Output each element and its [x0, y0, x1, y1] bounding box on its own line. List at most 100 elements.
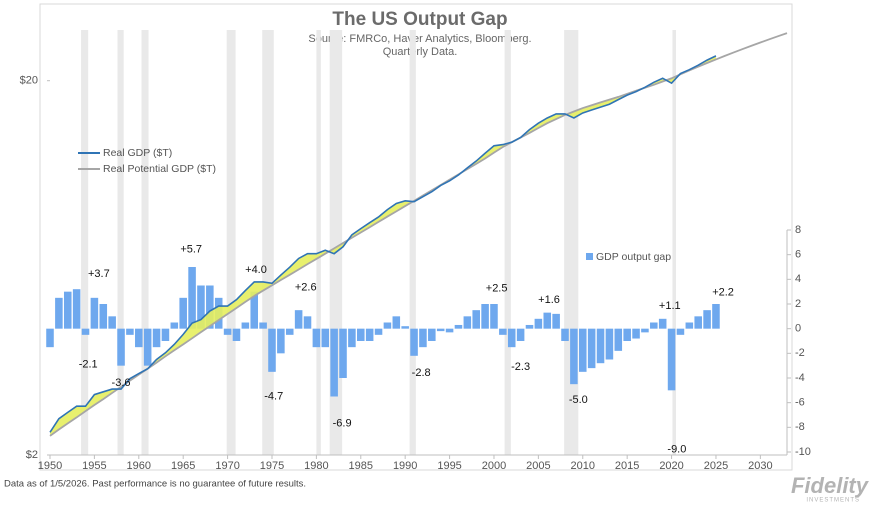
gap-bar: [516, 328, 525, 341]
gap-bar: [658, 318, 667, 329]
gap-bar: [223, 328, 232, 335]
gap-bar: [285, 328, 294, 335]
gap-bar: [454, 324, 463, 329]
x-tick-label: 2005: [526, 460, 550, 472]
x-tick-label: 1955: [82, 460, 106, 472]
legend-label: Real Potential GDP ($T): [103, 163, 216, 175]
gap-bar: [179, 297, 187, 329]
gap-bar: [99, 304, 108, 329]
gap-bar: [543, 312, 552, 329]
gap-bar: [259, 322, 267, 329]
x-tick-label: 1975: [260, 460, 284, 472]
gap-bar: [712, 304, 720, 329]
gap-bar: [170, 322, 179, 329]
shaded-period: [564, 30, 579, 455]
gap-bar: [632, 328, 640, 339]
gap-bar: [152, 328, 161, 348]
gap-bar: [232, 328, 241, 341]
annotation: +3.7: [88, 268, 110, 280]
y-tick-label: $2: [26, 449, 38, 461]
x-tick-label: 1965: [171, 460, 195, 472]
gap-bar: [206, 285, 214, 329]
gap-bar: [126, 328, 134, 335]
annotation: +5.7: [180, 243, 202, 255]
gap-bar: [676, 328, 685, 335]
gap-bar: [250, 291, 259, 329]
gap-bar: [525, 324, 534, 329]
gap-bar: [490, 304, 498, 329]
annotation: +2.5: [486, 283, 508, 295]
gap-bar: [321, 328, 330, 348]
x-tick-label: 1985: [349, 460, 373, 472]
legend-swatch: [586, 253, 593, 260]
gap-bar: [436, 328, 445, 332]
gap-bar: [312, 328, 321, 348]
gap-bar: [55, 297, 63, 329]
shaded-period: [316, 30, 321, 455]
shaded-period: [504, 30, 511, 455]
gap-bar: [81, 328, 90, 335]
gap-bar: [392, 316, 401, 329]
y2-tick-label: 2: [795, 298, 801, 310]
gap-bar: [481, 304, 489, 329]
legend-label: GDP output gap: [596, 251, 671, 263]
legend-label: Real GDP ($T): [103, 147, 172, 159]
x-tick-label: 1970: [215, 460, 239, 472]
gap-bar: [507, 328, 516, 348]
gap-area: [50, 55, 716, 436]
gap-bar: [197, 285, 205, 329]
gdp-line: [49, 55, 717, 433]
x-tick-label: 2030: [748, 460, 772, 472]
gap-bar: [268, 328, 276, 372]
gap-bar: [357, 328, 365, 341]
x-tick-label: 2000: [482, 460, 506, 472]
y2-tick-label: -10: [795, 446, 811, 458]
annotation: +4.0: [245, 264, 267, 276]
gap-bar: [694, 316, 702, 329]
chart-frame: [39, 3, 793, 471]
gap-bar: [303, 316, 312, 329]
gap-bar: [294, 310, 303, 329]
shaded-period: [672, 30, 677, 455]
gap-bar: [383, 322, 392, 329]
logo-tagline: INVESTMENTS: [806, 498, 860, 504]
gap-bar: [72, 289, 81, 329]
shaded-period: [117, 30, 124, 455]
gap-bar: [419, 328, 427, 348]
x-tick-label: 1980: [304, 460, 328, 472]
y2-tick-label: 6: [795, 249, 801, 261]
gap-bar: [685, 322, 694, 329]
gap-bar: [570, 328, 578, 385]
gap-bar: [330, 328, 338, 397]
shaded-period: [81, 30, 89, 455]
y2-tick-label: -4: [795, 372, 805, 384]
gap-bar: [365, 328, 374, 341]
gap-bar: [499, 328, 507, 335]
gap-bar: [188, 267, 196, 329]
gap-bar: [605, 328, 614, 360]
gap-bar: [277, 328, 285, 354]
gap-bar: [108, 316, 116, 329]
y2-tick-label: -6: [795, 397, 805, 409]
shaded-period: [409, 30, 416, 455]
gap-bar: [534, 318, 543, 329]
gap-bar: [614, 328, 623, 351]
annotation: -6.9: [333, 418, 352, 430]
annotation: -2.8: [412, 367, 431, 379]
y-tick-label: $20: [20, 75, 38, 87]
gap-bar: [587, 328, 596, 369]
gap-bar: [117, 328, 125, 366]
annotation: -5.0: [569, 394, 588, 406]
gap-bar: [90, 297, 99, 329]
annotation: -4.7: [264, 391, 283, 403]
y2-tick-label: -2: [795, 347, 805, 359]
annotation: -3.6: [112, 377, 131, 389]
logo: Fidelity: [791, 473, 870, 498]
gap-bar: [135, 328, 143, 348]
chart-subtitle: Quarterly Data.: [383, 46, 458, 58]
gap-bar: [667, 328, 676, 391]
annotation: -2.3: [511, 361, 530, 373]
gap-bar: [401, 326, 409, 329]
gap-bar: [472, 310, 480, 329]
